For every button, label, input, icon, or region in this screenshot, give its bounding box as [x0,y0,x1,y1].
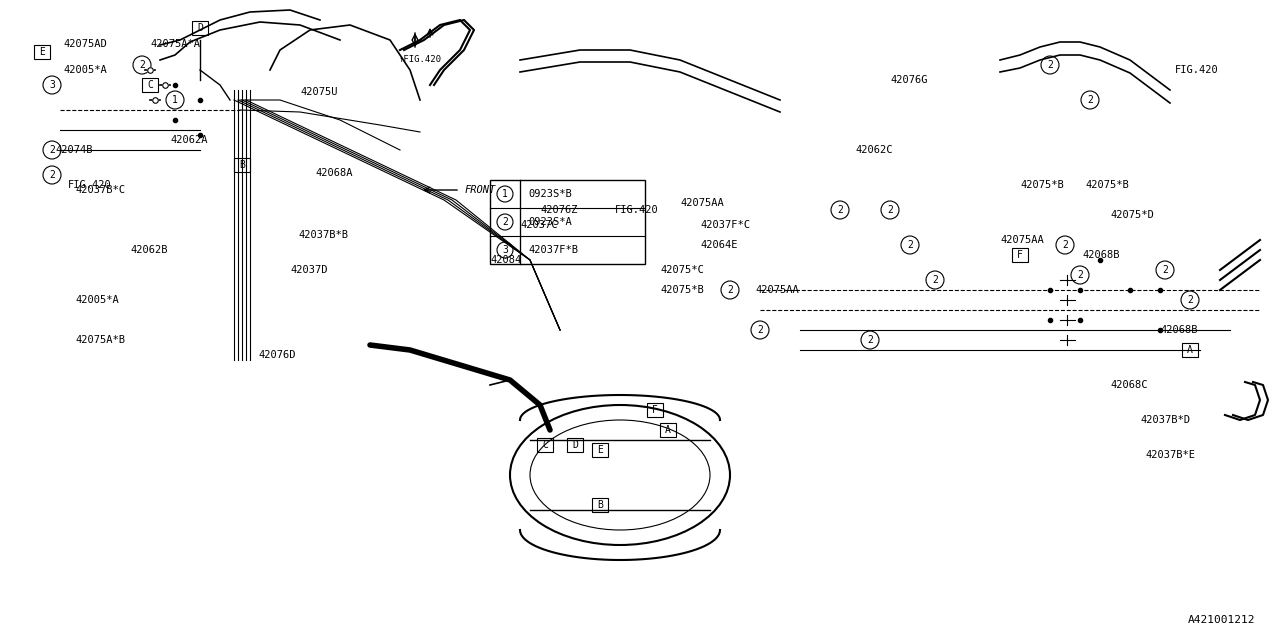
Text: 42068A: 42068A [315,168,352,178]
Text: 42084: 42084 [490,255,521,265]
Text: 42037B*C: 42037B*C [76,185,125,195]
Text: 42075A*A: 42075A*A [150,39,200,49]
Text: ↑FIG.420: ↑FIG.420 [398,55,442,64]
Text: 2: 2 [49,145,55,155]
Bar [593,498,608,512]
Text: 2: 2 [502,217,508,227]
Text: 42076G: 42076G [890,75,928,85]
Text: 2: 2 [908,240,913,250]
Text: 2: 2 [867,335,873,345]
Text: A421001212: A421001212 [1188,615,1254,625]
Text: 3: 3 [49,80,55,90]
Text: 42075*B: 42075*B [1020,180,1064,190]
Text: 42075*C: 42075*C [660,265,704,275]
Bar [142,78,157,92]
Bar [192,21,209,35]
Bar [567,438,582,452]
Text: C: C [147,80,152,90]
Text: 42062B: 42062B [131,245,168,255]
Text: 42037C: 42037C [520,220,558,230]
Text: 2: 2 [1087,95,1093,105]
Text: 42037B*D: 42037B*D [1140,415,1190,425]
Bar [593,443,608,457]
Bar [490,180,645,264]
Bar [35,45,50,59]
Text: 42037D: 42037D [291,265,328,275]
Text: C: C [541,440,548,450]
Text: B: B [596,500,603,510]
Bar [646,403,663,417]
Bar [1012,248,1028,262]
Bar [538,438,553,452]
Bar [234,158,250,172]
Text: 2: 2 [1076,270,1083,280]
Text: 2: 2 [1062,240,1068,250]
Text: FIG.420: FIG.420 [614,205,659,215]
Bar [660,423,676,437]
Text: 42037F*B: 42037F*B [529,245,579,255]
Text: A: A [1187,345,1193,355]
Text: D: D [572,440,579,450]
Text: 2: 2 [1187,295,1193,305]
Text: B: B [239,160,244,170]
Text: 42075*D: 42075*D [1110,210,1153,220]
Text: 42037B*B: 42037B*B [298,230,348,240]
Text: 42062C: 42062C [855,145,892,155]
Text: 42068B: 42068B [1160,325,1198,335]
Text: 42005*A: 42005*A [76,295,119,305]
Text: 42005*A: 42005*A [63,65,106,75]
Text: 0923S*A: 0923S*A [529,217,572,227]
Text: 2: 2 [837,205,844,215]
Text: 2: 2 [932,275,938,285]
Bar [1181,343,1198,357]
Text: 42068B: 42068B [1083,250,1120,260]
Text: 2: 2 [727,285,733,295]
Text: D: D [197,23,204,33]
Text: 42075AA: 42075AA [680,198,723,208]
Text: F: F [652,405,658,415]
Text: 42075*B: 42075*B [660,285,704,295]
Text: 42076D: 42076D [259,350,296,360]
Text: 0923S*B: 0923S*B [529,189,572,199]
Text: F: F [1018,250,1023,260]
Text: 3: 3 [502,245,508,255]
Text: 42075AA: 42075AA [755,285,799,295]
Text: 1: 1 [172,95,178,105]
Text: 42075U: 42075U [300,87,338,97]
Text: 2: 2 [1047,60,1053,70]
Text: 2: 2 [140,60,145,70]
Text: 42075AA: 42075AA [1000,235,1043,245]
Text: 42075AD: 42075AD [63,39,106,49]
Text: 42037B*E: 42037B*E [1146,450,1196,460]
Text: E: E [40,47,45,57]
Text: 2: 2 [887,205,893,215]
Text: 2: 2 [49,170,55,180]
Text: 42064E: 42064E [700,240,737,250]
Text: 1: 1 [502,189,508,199]
Text: FIG.420: FIG.420 [68,180,111,190]
Text: FIG.420: FIG.420 [1175,65,1219,75]
Text: 42062A: 42062A [170,135,207,145]
Text: FRONT: FRONT [465,185,497,195]
Text: A: A [666,425,671,435]
Text: 42075*B: 42075*B [1085,180,1129,190]
Text: 42037F*C: 42037F*C [700,220,750,230]
Text: 42068C: 42068C [1110,380,1147,390]
Text: 2: 2 [756,325,763,335]
Text: 42074B: 42074B [55,145,92,155]
Text: 2: 2 [1162,265,1167,275]
Text: 42075A*B: 42075A*B [76,335,125,345]
Text: 42076Z: 42076Z [540,205,577,215]
Text: E: E [596,445,603,455]
